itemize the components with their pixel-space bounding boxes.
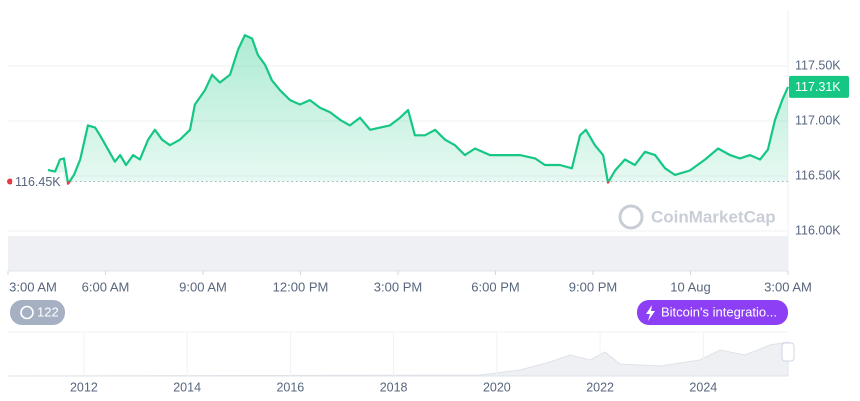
- x-tick-label: 12:00 PM: [273, 279, 329, 294]
- reference-label-bg: [12, 172, 64, 191]
- x-tick-label: 10 Aug: [670, 279, 711, 294]
- watermark: CoinMarketCap: [618, 204, 776, 230]
- x-tick-label: 3:00 AM: [9, 279, 57, 294]
- navigator-tick-label: 2012: [70, 380, 98, 394]
- event-text: Bitcoin's integratio...: [661, 304, 777, 319]
- navigator: [7, 331, 795, 377]
- x-tick-label: 9:00 AM: [179, 279, 227, 294]
- area-fill: [47, 35, 788, 182]
- history-badge[interactable]: 122: [10, 300, 65, 325]
- x-tick-label: 3:00 AM: [764, 279, 812, 294]
- y-tick-label: 116.00K: [795, 223, 841, 237]
- navigator-tick-label: 2024: [689, 380, 717, 394]
- event-badge[interactable]: Bitcoin's integratio...: [637, 300, 788, 325]
- reference-label: 116.45K: [15, 175, 61, 189]
- navigator-tick-label: 2018: [380, 380, 408, 394]
- badge-count: 122: [37, 304, 59, 319]
- x-tick-label: 3:00 PM: [374, 279, 422, 294]
- x-tick-label: 9:00 PM: [569, 279, 617, 294]
- navigator-tick-label: 2016: [276, 380, 304, 394]
- volume-strip: [8, 236, 788, 271]
- price-line: [47, 34, 790, 182]
- y-tick-label: 116.50K: [795, 168, 841, 182]
- reference-dot: [7, 178, 13, 185]
- x-tick-label: 6:00 PM: [471, 279, 519, 294]
- watermark-text: CoinMarketCap: [651, 207, 776, 226]
- y-tick-label: 117.50K: [795, 58, 841, 72]
- navigator-tick-label: 2022: [586, 380, 614, 394]
- navigator-tick-label: 2020: [483, 380, 511, 394]
- x-tick-label: 6:00 AM: [82, 279, 130, 294]
- last-price-badge: [789, 75, 849, 98]
- last-price-label: 117.31K: [795, 80, 841, 94]
- navigator-tick-label: 2014: [173, 380, 201, 394]
- y-tick-label: 117.00K: [795, 113, 841, 127]
